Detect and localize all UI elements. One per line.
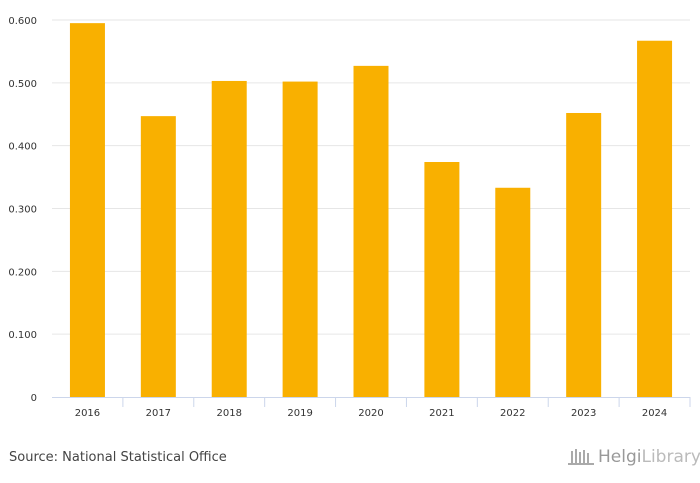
y-tick-label: 0.500 <box>8 79 37 90</box>
logo-helgi: Helgi <box>598 447 642 467</box>
y-tick-label: 0.400 <box>8 142 37 153</box>
bar-2017 <box>140 116 176 397</box>
y-tick-label: 0.600 <box>8 16 37 27</box>
helgi-library-logo[interactable]: HelgiLibrary. <box>568 447 700 467</box>
bar-2020 <box>353 65 389 397</box>
bar-2019 <box>282 81 318 398</box>
y-tick-label: 0.300 <box>8 205 37 216</box>
library-building-icon <box>568 449 594 465</box>
bar-2023 <box>566 112 602 397</box>
source-note: Source: National Statistical Office <box>9 450 227 465</box>
x-tick-label: 2019 <box>287 408 312 419</box>
bar-2018 <box>211 80 247 397</box>
x-tick-label: 2017 <box>146 408 171 419</box>
bar-2021 <box>424 162 460 397</box>
bar-2024 <box>637 40 673 398</box>
x-tick-label: 2020 <box>358 408 383 419</box>
x-tick-label: 2021 <box>429 408 454 419</box>
x-tick-label: 2024 <box>642 408 667 419</box>
x-tick-label: 2018 <box>216 408 241 419</box>
x-tick-label: 2016 <box>75 408 100 419</box>
y-tick-label: 0.200 <box>8 267 37 278</box>
x-tick-label: 2023 <box>571 408 596 419</box>
y-tick-label: 0.100 <box>8 330 37 341</box>
bar-chart: 0 0.100 0.200 0.300 0.400 0.500 0.600 2016 2017 2… <box>8 16 691 419</box>
bar-2016 <box>69 23 105 398</box>
x-tick-label: 2022 <box>500 408 525 419</box>
bar-2022 <box>495 187 531 397</box>
logo-library: Library. <box>641 447 700 467</box>
y-tick-label: 0 <box>31 393 37 404</box>
